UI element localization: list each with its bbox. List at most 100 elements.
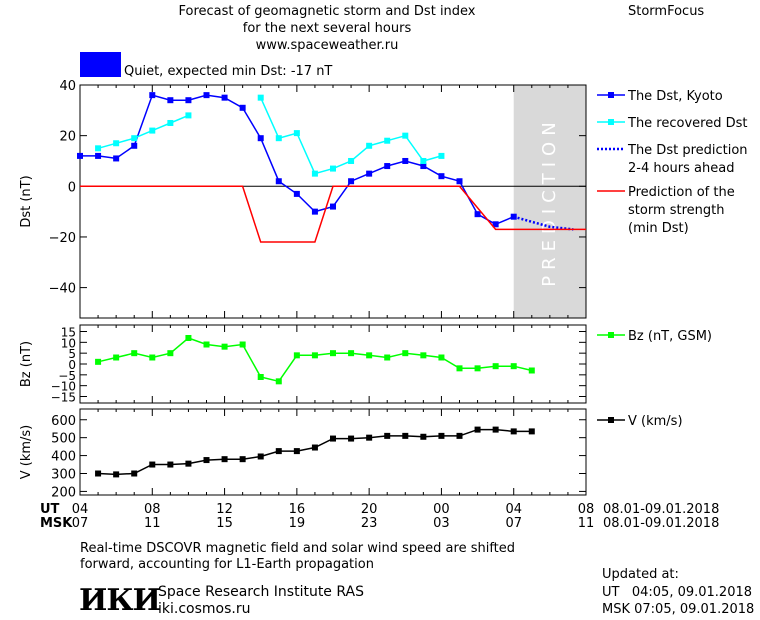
bz-series-0-point <box>275 378 282 385</box>
dst-series-0-point <box>203 92 210 99</box>
v-series-0-point <box>239 456 246 463</box>
footer-note-line1: Real-time DSCOVR magnetic field and sola… <box>80 541 516 556</box>
bz-ytick-label: 15 <box>61 326 76 340</box>
bz-series-0-point <box>185 335 192 341</box>
v-series-0-point <box>185 460 192 467</box>
msk-date-range: 08.01-09.01.2018 <box>603 516 719 531</box>
bz-series-0-point <box>348 350 355 357</box>
v-ylabel: V (km/s) <box>19 425 34 480</box>
bz-series-0-point <box>492 363 499 370</box>
dst-series-0-legend-marker <box>608 92 614 98</box>
v-series-0-point <box>438 432 445 439</box>
v-series-0-point <box>366 434 373 441</box>
chart-title-line2: for the next several hours <box>242 21 412 36</box>
v-series-0-point <box>402 432 409 439</box>
updated-label: Updated at: <box>602 567 679 582</box>
dst-series-1-point <box>113 140 120 147</box>
v-series-0-point <box>203 457 210 464</box>
v-series-0-point <box>474 426 481 433</box>
ut-tick-label: 16 <box>289 502 306 517</box>
dst-series-2-legend-label: 2-4 hours ahead <box>628 161 734 176</box>
dst-series-0-point <box>167 97 174 104</box>
bz-series-0-point <box>402 350 409 357</box>
bz-ylabel: Bz (nT) <box>19 341 34 387</box>
footer-note-line2: forward, accounting for L1-Earth propaga… <box>80 557 374 572</box>
updated-msk: MSK 07:05, 09.01.2018 <box>602 602 755 617</box>
bz-series-0-legend-marker <box>608 332 614 338</box>
v-panel-frame <box>79 408 587 496</box>
dst-series-1-point <box>384 137 391 144</box>
v-series-0-point <box>167 461 174 468</box>
dst-series-1-point <box>149 127 156 134</box>
v-series-0-point <box>420 433 427 440</box>
dst-series-1-point <box>257 94 264 101</box>
dst-series-0-point <box>348 178 355 185</box>
bz-ytick-label: 0 <box>68 358 76 372</box>
dst-series-0-point <box>77 152 83 159</box>
ut-tick-label: 04 <box>505 502 522 517</box>
bz-series-0-point <box>384 354 391 361</box>
dst-series-0-point <box>239 104 246 111</box>
bz-series-0-point <box>330 350 336 357</box>
ut-tick-label: 12 <box>216 502 233 517</box>
bz-ytick-label: 5 <box>68 347 76 361</box>
dst-series-1-point <box>185 112 192 119</box>
dst-series-0-point <box>311 208 318 215</box>
v-series-0-line <box>98 428 532 476</box>
v-ytick-label: 500 <box>51 432 76 447</box>
dst-series-0-point <box>293 190 300 197</box>
dst-ylabel: Dst (nT) <box>19 175 34 227</box>
dst-series-1-line <box>97 114 189 150</box>
bz-series-0-point <box>528 367 535 374</box>
v-ytick-label: 400 <box>51 450 76 465</box>
bz-series-0-point <box>239 341 246 348</box>
dst-ytick-label: −40 <box>49 282 76 297</box>
dst-series-1-legend-marker <box>608 119 614 125</box>
source-url[interactable]: www.spaceweather.ru <box>255 38 399 53</box>
dst-series-0-point <box>149 92 156 99</box>
bz-series-0-point <box>149 354 156 361</box>
v-series-0-point <box>384 432 391 439</box>
brand-label: StormFocus <box>628 4 705 19</box>
dst-series-1-point <box>293 130 300 137</box>
prediction-region <box>513 85 586 318</box>
dst-series-0-point <box>366 170 373 177</box>
v-series-0-point <box>131 470 138 477</box>
bz-series-0-point <box>366 352 373 359</box>
bz-series-0-point <box>420 352 427 359</box>
bz-series-0-point <box>293 352 300 359</box>
msk-tick-label: 11 <box>144 516 161 531</box>
dst-series-2-line <box>513 215 574 231</box>
dst-series-0-point <box>330 203 336 210</box>
dst-series-3-legend-label: (min Dst) <box>628 221 689 236</box>
dst-series-1-point <box>438 152 445 159</box>
dst-series-1-point <box>311 170 318 177</box>
v-series-0-point <box>257 453 264 460</box>
msk-tick-label: 03 <box>433 516 450 531</box>
dst-series-0-point <box>131 142 138 149</box>
ut-tick-label: 20 <box>361 502 378 517</box>
ut-tick-label: 00 <box>433 502 450 517</box>
bz-series-0-point <box>510 363 517 370</box>
dst-series-2-legend-label: The Dst prediction <box>627 143 748 158</box>
status-text: Quiet, expected min Dst: -17 nT <box>124 64 333 79</box>
bz-panel-frame <box>79 324 587 404</box>
msk-tick-label: 19 <box>289 516 306 531</box>
institute-site[interactable]: iki.cosmos.ru <box>158 601 251 617</box>
chart-title-line1: Forecast of geomagnetic storm and Dst in… <box>178 4 476 19</box>
bz-ytick-label: −10 <box>51 380 76 394</box>
v-ytick-label: 600 <box>51 414 76 429</box>
dst-series-1-point <box>366 142 373 149</box>
dst-ytick-label: 20 <box>59 130 76 145</box>
dst-series-1-point <box>348 157 355 164</box>
dst-series-1-legend-label: The recovered Dst <box>627 116 747 131</box>
msk-tick-label: 15 <box>216 516 233 531</box>
bz-series-0-point <box>474 365 481 372</box>
v-ytick-label: 200 <box>51 485 76 500</box>
ut-tick-label: 08 <box>578 502 595 517</box>
dst-series-0-point <box>456 178 463 185</box>
msk-tick-label: 07 <box>505 516 522 531</box>
bz-series-0-point <box>167 350 174 357</box>
v-series-0-legend-label: V (km/s) <box>628 414 683 429</box>
